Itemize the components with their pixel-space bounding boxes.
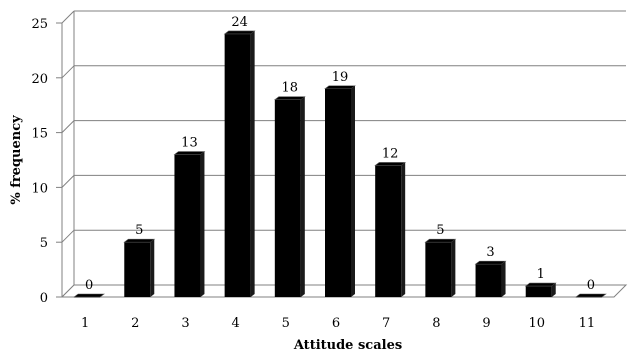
bar-top <box>273 96 306 101</box>
x-tick-label: 9 <box>482 316 490 331</box>
data-label: 3 <box>486 245 494 260</box>
bar-top <box>524 282 557 287</box>
bar-front <box>525 286 552 297</box>
bar <box>575 293 607 298</box>
bar <box>324 85 356 297</box>
y-tick-label: 10 <box>31 181 48 196</box>
data-label: 0 <box>85 278 93 293</box>
x-axis-title: Attitude scales <box>293 338 402 353</box>
bar <box>424 238 457 297</box>
bar-side <box>351 85 355 297</box>
bar-side <box>150 239 155 297</box>
y-tick-label: 0 <box>40 291 48 306</box>
bar-side <box>551 283 556 297</box>
x-tick-label: 11 <box>579 316 596 331</box>
y-tick-label: 15 <box>31 127 48 142</box>
y-tick-label: 20 <box>31 72 48 87</box>
bar-front <box>425 242 452 297</box>
data-label: 19 <box>332 70 349 85</box>
bar <box>223 30 256 298</box>
bar <box>273 96 306 297</box>
bar-front <box>375 165 402 297</box>
gridline-wall <box>61 120 75 133</box>
bar-side <box>401 162 406 297</box>
bar-top <box>324 85 356 90</box>
bar-top <box>575 293 607 298</box>
gridline-wall <box>61 10 75 24</box>
x-tick-label: 3 <box>181 316 189 331</box>
bar-front <box>325 88 351 297</box>
gridline-wall <box>61 229 75 243</box>
bar-side <box>451 239 456 297</box>
bar <box>524 282 557 297</box>
x-tick-label: 10 <box>528 316 545 331</box>
data-label: 5 <box>135 223 143 238</box>
bar-top <box>173 151 206 155</box>
x-tick-label: 1 <box>81 316 89 331</box>
data-label: 18 <box>282 81 299 96</box>
data-labels: 0 5 13 24 18 19 12 5 3 1 0 <box>85 15 595 293</box>
bar-top <box>123 238 156 243</box>
data-label: 1 <box>537 267 545 282</box>
data-label: 12 <box>382 146 399 161</box>
x-tick-label: 6 <box>332 316 340 331</box>
data-label: 0 <box>587 278 595 293</box>
bars <box>73 30 607 298</box>
bar <box>474 260 507 297</box>
data-label: 5 <box>436 223 444 238</box>
bar-front <box>274 99 301 297</box>
y-axis-title: % frequency <box>9 115 24 205</box>
bar <box>123 238 156 297</box>
data-label: 24 <box>231 15 248 30</box>
bar-front <box>224 33 251 298</box>
bar-top <box>374 162 407 166</box>
data-label: 13 <box>181 136 198 151</box>
bar-top <box>223 30 256 35</box>
x-tick-label: 4 <box>231 316 239 331</box>
bar-front <box>174 154 201 297</box>
x-tick-label: 2 <box>131 316 139 331</box>
bar <box>374 162 407 297</box>
y-tick-label: 25 <box>31 17 48 32</box>
bar-front <box>124 242 151 297</box>
bar-top <box>73 293 105 298</box>
gridline-wall <box>61 175 75 188</box>
x-tick-label: 5 <box>282 316 290 331</box>
y-tick-label: 5 <box>40 236 48 251</box>
bar <box>173 151 206 297</box>
x-tick-label: 8 <box>432 316 440 331</box>
x-tick-label: 7 <box>382 316 390 331</box>
bar-top <box>474 260 507 265</box>
bar <box>73 293 105 298</box>
bar-top <box>424 238 457 243</box>
bar-side <box>300 96 305 297</box>
gridline-wall <box>61 65 75 79</box>
bar-side <box>501 261 506 297</box>
bar-side <box>200 151 205 297</box>
bar-front <box>475 264 502 297</box>
bar-side <box>250 30 255 298</box>
